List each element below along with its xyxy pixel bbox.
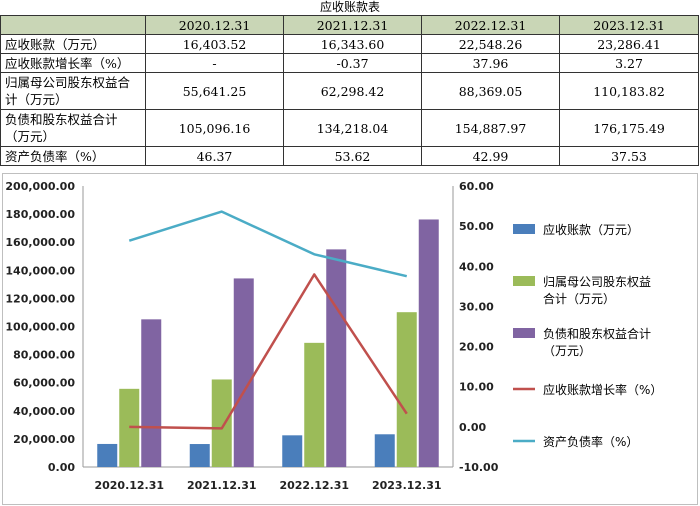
table-header-cell: 2020.12.31 [145, 15, 284, 35]
y2-axis-tick-label: 60.00 [459, 180, 494, 193]
table-cell: 88,369.05 [421, 72, 560, 110]
table-header-cell: 2022.12.31 [421, 15, 560, 35]
y2-axis-tick-label: 40.00 [459, 260, 494, 273]
row-label: 应收账款（万元） [0, 34, 146, 54]
x-axis-tick-label: 2023.12.31 [372, 479, 442, 492]
table-cell: 134,218.04 [283, 109, 422, 147]
table-cell: 16,403.52 [145, 34, 284, 54]
bar-1 [374, 434, 395, 467]
y2-axis-tick-label: 50.00 [459, 220, 494, 233]
bar-3 [233, 278, 254, 467]
table-header-corner [0, 15, 146, 35]
table-cell: -0.37 [283, 53, 422, 73]
table-cell: 53.62 [283, 146, 422, 166]
table-cell: 105,096.16 [145, 109, 284, 147]
table-row: 资产负债率（%） 46.37 53.62 42.99 37.53 [0, 146, 699, 166]
table-cell: 3.27 [559, 53, 699, 73]
legend-swatch [513, 224, 535, 234]
table-header-row: 2020.12.31 2021.12.31 2022.12.31 2023.12… [0, 15, 699, 35]
y2-axis-tick-label: -10.00 [459, 461, 499, 474]
y2-axis-tick-label: 30.00 [459, 300, 494, 313]
table-cell: 154,887.97 [421, 109, 560, 147]
legend-label: 应收账款（万元） [543, 222, 639, 237]
y-axis-tick-label: 40,000.00 [13, 405, 75, 418]
table-cell: 16,343.60 [283, 34, 422, 54]
y2-axis-tick-label: 20.00 [459, 341, 494, 354]
y-axis-tick-label: 200,000.00 [5, 180, 75, 193]
table-cell: 42.99 [421, 146, 560, 166]
x-axis-tick-label: 2020.12.31 [94, 479, 164, 492]
bar-3 [326, 249, 347, 467]
y-axis-tick-label: 100,000.00 [5, 321, 75, 334]
y-axis-tick-label: 160,000.00 [5, 236, 75, 249]
table-title: 应收账款表 [319, 0, 380, 14]
table-row: 负债和股东权益合计（万元） 105,096.16 134,218.04 154,… [0, 109, 699, 147]
table-cell: - [145, 53, 284, 73]
chart-container: 200,000.00 180,000.00 160,000.00 140,000.00… [2, 173, 698, 505]
row-label: 归属母公司股东权益合计（万元） [0, 72, 146, 110]
bar-3 [418, 219, 439, 467]
y-axis-tick-label: 120,000.00 [5, 292, 75, 305]
bar-2 [396, 312, 417, 467]
bar-2 [304, 342, 325, 467]
y2-axis-tick-label: 10.00 [459, 381, 494, 394]
table-header-cell: 2021.12.31 [283, 15, 422, 35]
combo-chart: 200,000.00 180,000.00 160,000.00 140,000.00… [5, 180, 662, 492]
legend-label: 合计（万元） [543, 291, 615, 306]
legend-label: 负债和股东权益合计 [543, 326, 651, 341]
legend-swatch [513, 276, 535, 286]
bar-1 [282, 435, 303, 467]
data-table: 2020.12.31 2021.12.31 2022.12.31 2023.12… [0, 15, 699, 166]
table-cell: 55,641.25 [145, 72, 284, 110]
line-series-1 [129, 273, 408, 430]
legend-label: （万元） [543, 344, 591, 358]
table-cell: 110,183.82 [559, 72, 699, 110]
y-axis-tick-label: 140,000.00 [5, 264, 75, 277]
y-axis-tick-label: 20,000.00 [13, 433, 75, 446]
table-row: 应收账款增长率（%） - -0.37 37.96 3.27 [0, 53, 699, 73]
y-axis-tick-label: 180,000.00 [5, 208, 75, 221]
row-label: 资产负债率（%） [0, 146, 146, 166]
legend-label: 归属母公司股东权益 [543, 275, 651, 289]
table-row: 应收账款（万元） 16,403.52 16,343.60 22,548.26 2… [0, 34, 699, 54]
y-axis-tick-label: 60,000.00 [13, 377, 75, 390]
table-cell: 46.37 [145, 146, 284, 166]
y2-axis-tick-label: 0.00 [459, 421, 486, 434]
table-cell: 37.96 [421, 53, 560, 73]
bar-1 [189, 444, 210, 467]
bar-2 [211, 379, 232, 467]
legend-label: 应收账款增长率（%） [543, 382, 662, 397]
row-label: 应收账款增长率（%） [0, 53, 146, 73]
bar-3 [141, 319, 162, 467]
y-axis-tick-label: 80,000.00 [13, 349, 75, 362]
line-series-2 [128, 210, 408, 278]
bar-1 [97, 443, 118, 467]
legend-label: 资产负债率（%） [543, 434, 638, 449]
table-cell: 62,298.42 [283, 72, 422, 110]
x-axis-tick-label: 2021.12.31 [187, 479, 257, 492]
row-label: 负债和股东权益合计（万元） [0, 109, 146, 147]
table-header-cell: 2023.12.31 [559, 15, 699, 35]
y-axis-tick-label: 0.00 [48, 461, 75, 474]
table-cell: 22,548.26 [421, 34, 560, 54]
table-cell: 176,175.49 [559, 109, 699, 147]
table-cell: 37.53 [559, 146, 699, 166]
legend-swatch [513, 328, 535, 338]
table-cell: 23,286.41 [559, 34, 699, 54]
table-row: 归属母公司股东权益合计（万元） 55,641.25 62,298.42 88,3… [0, 72, 699, 110]
x-axis-tick-label: 2022.12.31 [279, 479, 349, 492]
